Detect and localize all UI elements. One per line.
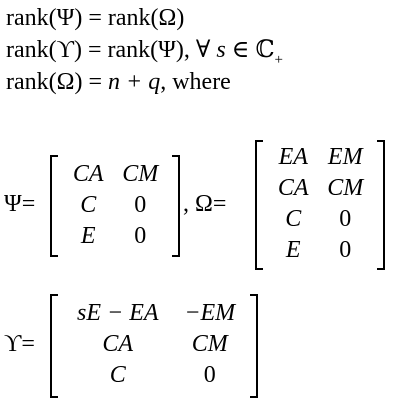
upsilon-grid: sE − EA −EM CA CM C 0 <box>62 298 246 391</box>
upsilon-label: ϒ= <box>4 331 35 357</box>
upsilon-cell: CA <box>102 331 134 357</box>
line-2-var: s <box>216 37 226 63</box>
line-2-subscript: + <box>274 52 284 68</box>
psi-cell: CA <box>72 161 104 187</box>
psi-right-bracket <box>172 155 180 257</box>
line-2-set: ∈ ℂ <box>225 37 275 63</box>
line-1-text: rank(Ψ) = rank(Ω) <box>6 5 185 31</box>
upsilon-matrix: sE − EA −EM CA CM C 0 <box>50 294 258 398</box>
line-3-text: rank(Ω) = <box>6 69 108 95</box>
psi-left-bracket <box>50 155 58 257</box>
omega-cell: CA <box>277 175 309 201</box>
omega-cell: EA <box>278 144 308 170</box>
line-3-var: n + q <box>108 69 161 95</box>
omega-cell: C <box>285 206 302 232</box>
psi-cell: CM <box>122 161 159 187</box>
omega-grid: EA EM CA CM C 0 E 0 <box>269 142 373 266</box>
omega-matrix: EA EM CA CM C 0 E 0 <box>255 140 385 270</box>
line-2-text: rank(ϒ) = rank(Ψ), ∀ <box>6 37 217 63</box>
psi-cell: C <box>80 192 97 218</box>
psi-cell: 0 <box>134 223 147 249</box>
omega-cell: E <box>285 237 301 263</box>
psi-label: Ψ= <box>4 191 36 217</box>
omega-label: , Ω= <box>183 191 227 217</box>
omega-cell: 0 <box>339 237 352 263</box>
upsilon-cell: C <box>109 362 126 388</box>
upsilon-cell: sE − EA <box>77 300 159 326</box>
omega-cell: EM <box>327 144 363 170</box>
psi-matrix: CA CM C 0 E 0 <box>50 155 180 257</box>
omega-cell: 0 <box>339 206 352 232</box>
upsilon-cell: −EM <box>184 300 236 326</box>
upsilon-left-bracket <box>50 294 58 398</box>
line-3-tail: , where <box>160 69 231 95</box>
psi-grid: CA CM C 0 E 0 <box>64 159 168 252</box>
omega-right-bracket <box>377 140 385 270</box>
upsilon-right-bracket <box>250 294 258 398</box>
upsilon-cell: CM <box>191 331 228 357</box>
psi-cell: E <box>80 223 96 249</box>
omega-cell: CM <box>327 175 364 201</box>
omega-left-bracket <box>255 140 263 270</box>
psi-cell: 0 <box>134 192 147 218</box>
equation-line-2: rank(ϒ) = rank(Ψ), ∀ s ∈ ℂ+ <box>6 36 284 68</box>
upsilon-cell: 0 <box>203 362 216 388</box>
equation-line-3: rank(Ω) = n + q, where <box>6 68 231 96</box>
equation-line-1: rank(Ψ) = rank(Ω) <box>6 4 184 32</box>
